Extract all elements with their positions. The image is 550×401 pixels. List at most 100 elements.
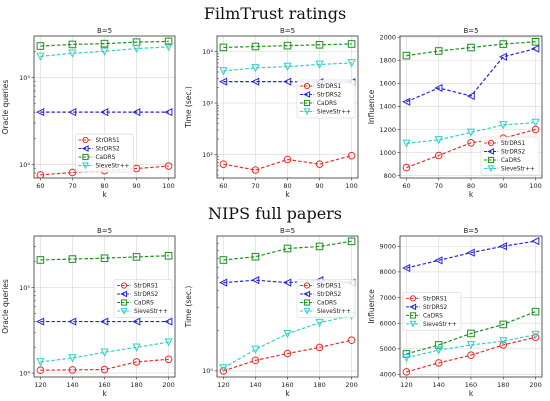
legend-item: SieveStr++ — [406, 320, 457, 328]
legend-label: StrDRS1 — [423, 297, 448, 303]
legend-box — [402, 292, 462, 331]
data-point — [499, 337, 508, 346]
legend-item: StrDRS1 — [406, 295, 448, 303]
data-point — [283, 155, 292, 164]
legend-item: StrDRS1 — [300, 82, 342, 90]
x-tick-label: 70 — [435, 182, 443, 190]
x-tick-label: 160 — [465, 381, 477, 389]
series-line — [40, 46, 169, 57]
data-point — [499, 341, 508, 349]
data-point — [283, 329, 292, 339]
y-tick-label: 10⁴ — [19, 161, 30, 169]
legend-box — [113, 279, 173, 318]
data-point — [164, 317, 173, 326]
series-sievestrpp — [36, 338, 173, 367]
data-point — [434, 151, 443, 160]
data-point — [467, 329, 475, 338]
data-point — [467, 43, 475, 52]
data-point — [315, 318, 324, 328]
data-point — [132, 108, 141, 117]
chart-title: B=5 — [97, 227, 112, 235]
legend-label: CaDRS — [501, 158, 521, 164]
data-point — [219, 256, 228, 264]
legend-label: CaDRS — [423, 314, 443, 320]
data-point — [347, 237, 356, 246]
data-point — [219, 364, 228, 373]
legend-item: StrDRS2 — [78, 145, 121, 153]
data-point — [132, 317, 141, 326]
x-tick-label: 120 — [217, 381, 229, 389]
x-tick-label: 180 — [313, 381, 325, 389]
x-tick-label: 90 — [499, 182, 507, 190]
legend-box — [296, 79, 356, 119]
x-axis-label: k — [102, 190, 107, 199]
chart-nips-oracle-queries: B=5 120 140 160 180 200 10⁴ 10⁵ k Oracle queries S… — [1, 227, 176, 398]
data-point — [434, 346, 443, 355]
legend-box — [75, 133, 134, 173]
y-tick-label: 10⁵ — [19, 284, 30, 292]
section-title-nips: NIPS full papers — [207, 204, 343, 223]
y-axis-label: Time (sec.) — [184, 286, 193, 329]
data-point — [68, 354, 77, 363]
series-line — [40, 165, 169, 176]
data-point — [531, 37, 540, 46]
data-point — [100, 108, 109, 117]
chart-title: B=5 — [280, 27, 295, 35]
data-point — [283, 62, 292, 71]
x-tick-label: 70 — [251, 182, 259, 190]
data-point — [402, 368, 411, 376]
data-point — [434, 47, 443, 55]
data-point — [251, 77, 260, 86]
legend-label: CaDRS — [134, 301, 154, 307]
y-tick-label: 6000 — [379, 319, 396, 327]
data-point — [68, 317, 77, 326]
data-point — [283, 278, 292, 287]
y-tick-label: 10⁴ — [19, 369, 30, 377]
data-point — [164, 43, 173, 52]
legend-item: StrDRS2 — [406, 303, 448, 311]
legend-label: SieveStr++ — [317, 309, 351, 315]
legend-item: SieveStr++ — [78, 162, 130, 170]
data-point — [219, 43, 228, 52]
chart-nips-time: B=5 120 140 160 180 200 10⁰ k Time (sec.) StrDRS1… — [184, 227, 359, 398]
series-line — [40, 40, 169, 47]
legend-label: StrDRS1 — [501, 141, 526, 147]
data-point — [218, 77, 228, 86]
series-line — [406, 128, 536, 169]
data-point — [132, 44, 141, 54]
series-strdrs2 — [35, 108, 173, 117]
legend-label: StrDRS2 — [134, 292, 159, 298]
legend-item: StrDRS1 — [117, 282, 159, 290]
series-line — [40, 358, 169, 371]
data-point — [434, 359, 443, 367]
legend-marker — [303, 91, 311, 98]
legend-marker — [120, 290, 128, 298]
x-tick-label: 70 — [68, 182, 76, 190]
data-point — [164, 37, 173, 46]
y-tick-label: 1000 — [379, 149, 396, 157]
series-cadrs — [219, 237, 356, 264]
legend-marker — [487, 156, 495, 164]
x-tick-label: 180 — [497, 381, 509, 389]
legend-label: SieveStr++ — [317, 110, 351, 116]
data-point — [36, 256, 45, 264]
series-cadrs — [402, 37, 540, 60]
x-axis-label: k — [469, 389, 474, 398]
data-point — [347, 40, 356, 48]
data-point — [499, 121, 508, 130]
legend-label: StrDRS2 — [317, 93, 342, 99]
legend-label: StrDRS2 — [96, 147, 121, 153]
series-line — [406, 240, 536, 269]
x-tick-label: 160 — [98, 381, 110, 389]
legend-box — [480, 136, 540, 176]
legend-label: StrDRS1 — [96, 138, 121, 144]
legend-item: CaDRS — [300, 99, 337, 107]
data-point — [283, 349, 292, 358]
legend-label: StrDRS2 — [501, 150, 526, 156]
data-point — [218, 278, 228, 287]
y-axis-label: Oracle queries — [1, 279, 10, 334]
series-line — [223, 315, 352, 369]
y-tick-label: 10² — [202, 151, 213, 159]
data-point — [251, 356, 260, 365]
data-point — [402, 51, 411, 60]
